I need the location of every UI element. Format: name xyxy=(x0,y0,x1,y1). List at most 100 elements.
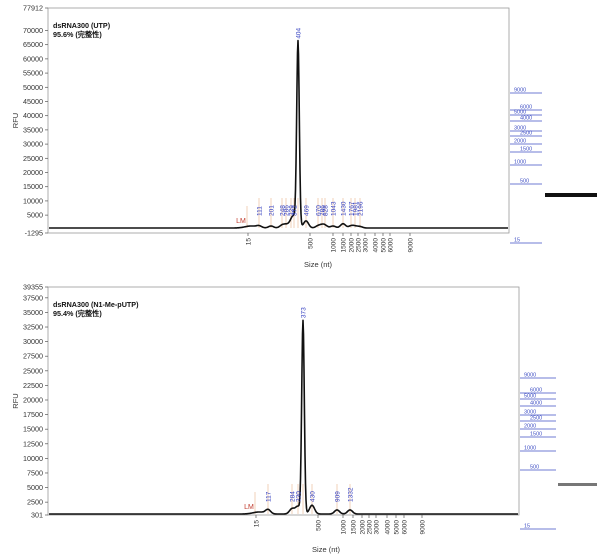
y-tick-label: 30000 xyxy=(23,140,43,149)
y-tick-label: 30000 xyxy=(23,337,43,346)
peak-label: 1767 xyxy=(349,201,356,216)
ladder-label: 3000 xyxy=(524,410,536,416)
plot-frame xyxy=(47,286,520,516)
x-tick-label: 2000 xyxy=(360,520,367,535)
y-tick-label: 22500 xyxy=(23,381,43,390)
ladder-label: 6000 xyxy=(520,105,532,111)
chart-panel-1: -1295 5000 10000 15000 20000 25000 30000 35000 4… xyxy=(11,4,510,269)
y-tick-label: 35000 xyxy=(23,308,43,317)
x-tick-label: 4000 xyxy=(385,520,392,535)
peak-label: 404 xyxy=(296,27,303,38)
x-axis-label: Size (nt) xyxy=(312,545,340,554)
ladder-label: 2500 xyxy=(530,416,542,422)
y-tick-label: 70000 xyxy=(23,26,43,35)
peak-label: 330 xyxy=(296,491,303,502)
y-tick-label: 301 xyxy=(31,511,43,520)
chart-title: dsRNA300 (UTP) xyxy=(53,21,111,30)
y-tick-label: 32500 xyxy=(23,323,43,332)
y-tick-label: -1295 xyxy=(25,229,43,238)
x-tick-label: 500 xyxy=(316,520,323,531)
x-axis-label: Size (nt) xyxy=(304,260,332,269)
ladder-label: 1500 xyxy=(520,147,532,153)
y-tick-label: 15000 xyxy=(23,182,43,191)
peak-label: 469 xyxy=(304,205,311,216)
x-tick-label: 500 xyxy=(308,238,315,249)
x-tick-label: 9000 xyxy=(408,238,415,253)
y-tick-label: 35000 xyxy=(23,125,43,134)
x-tick-label: 15 xyxy=(246,238,253,246)
x-tick-label: 2500 xyxy=(367,520,374,535)
ladder-label: 5000 xyxy=(524,394,536,400)
y-tick-label: 25000 xyxy=(23,366,43,375)
y-tick-label: 5000 xyxy=(27,211,43,220)
plot-frame xyxy=(47,7,510,234)
peak-label: 117 xyxy=(266,491,273,502)
gel-band xyxy=(545,193,597,197)
y-tick-label: 20000 xyxy=(23,395,43,404)
y-axis-label: RFU xyxy=(11,113,20,128)
ladder-label: 4000 xyxy=(530,401,542,407)
peak-label: 1332 xyxy=(348,487,355,502)
peak-label: 201 xyxy=(269,205,276,216)
electropherogram-trace xyxy=(48,319,519,515)
y-tick-label: 55000 xyxy=(23,69,43,78)
lower-marker-label: LM xyxy=(236,218,246,225)
x-tick-label: 6000 xyxy=(388,238,395,253)
y-tick-label: 37500 xyxy=(23,293,43,302)
ladder-label: 500 xyxy=(520,179,529,185)
y-tick-label: 50000 xyxy=(23,83,43,92)
chart-title: dsRNA300 (N1-Me-pUTP) xyxy=(53,300,139,309)
x-tick-label: 2000 xyxy=(349,238,356,253)
peak-label: 286 xyxy=(284,205,291,216)
peak-label: 284 xyxy=(290,491,297,502)
y-tick-label: 65000 xyxy=(23,40,43,49)
y-tick-label: 5000 xyxy=(27,483,43,492)
x-tick-label: 6000 xyxy=(402,520,409,535)
gel-band xyxy=(558,483,597,486)
electropherogram-trace xyxy=(48,39,509,229)
x-tick-label: 15 xyxy=(254,520,261,528)
x-tick-label: 1500 xyxy=(351,520,358,535)
y-tick-label: 2500 xyxy=(27,498,43,507)
ladder-label: 1000 xyxy=(524,446,536,452)
x-tick-label: 5000 xyxy=(394,520,401,535)
peak-label: 111 xyxy=(257,206,264,216)
y-tick-label: 17500 xyxy=(23,410,43,419)
peak-label: 670 xyxy=(316,205,323,216)
y-tick-label: 10000 xyxy=(23,196,43,205)
peak-label: 248 xyxy=(280,205,287,216)
x-tick-label: 3000 xyxy=(374,520,381,535)
chart-panel-2: 301 2500 5000 7500 10000 12500 15000 17500 20000… xyxy=(11,283,520,554)
ladder-label: 9000 xyxy=(524,373,536,379)
x-tick-label: 4000 xyxy=(373,238,380,253)
ladder-label: 2000 xyxy=(524,424,536,430)
peak-label: 2196 xyxy=(358,201,365,216)
y-tick-label: 40000 xyxy=(23,111,43,120)
chart-subtitle: 95.6% (完整性) xyxy=(53,30,102,39)
peak-label: 372 xyxy=(292,205,299,216)
ladder-label: 9000 xyxy=(514,88,526,94)
y-tick-label: 10000 xyxy=(23,454,43,463)
y-tick-label: 15000 xyxy=(23,425,43,434)
gel-lane xyxy=(545,8,600,253)
y-tick-label: 60000 xyxy=(23,54,43,63)
x-tick-label: 1500 xyxy=(341,238,348,253)
peak-label: 1981 xyxy=(353,201,360,216)
x-tick-label: 9000 xyxy=(420,520,427,535)
ladder-label: 2000 xyxy=(514,139,526,145)
y-tick-label: 39355 xyxy=(23,283,43,292)
peak-label: 329 xyxy=(289,205,296,216)
ladder-label: 6000 xyxy=(530,388,542,394)
x-tick-label: 5000 xyxy=(381,238,388,253)
ladder-label: 500 xyxy=(530,465,539,471)
x-tick-label: 2500 xyxy=(356,238,363,253)
peak-label: 828 xyxy=(323,205,330,216)
x-tick-label: 1000 xyxy=(331,238,338,253)
ladder-label: 4000 xyxy=(520,116,532,122)
y-tick-label: 45000 xyxy=(23,97,43,106)
lower-marker-label: LM xyxy=(244,504,254,511)
ladder-label: 15 xyxy=(514,238,520,244)
y-tick-label: 12500 xyxy=(23,439,43,448)
x-tick-label: 1000 xyxy=(341,520,348,535)
